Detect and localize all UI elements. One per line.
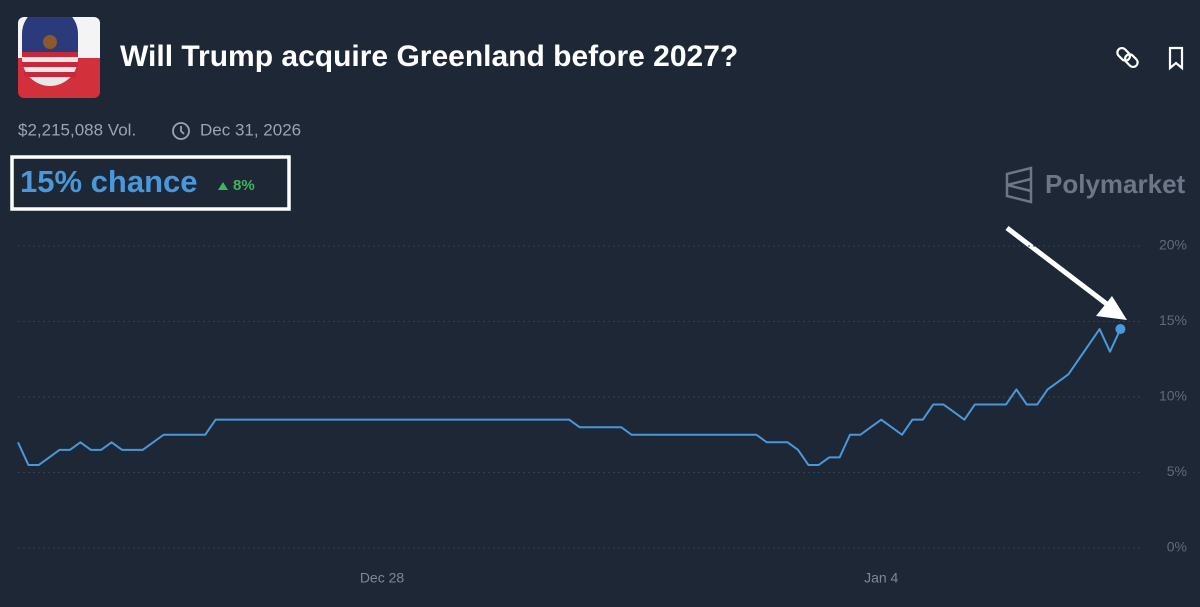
brand-logo	[1005, 166, 1033, 204]
market-icon	[18, 17, 100, 98]
market-title: Will Trump acquire Greenland before 2027…	[120, 40, 738, 73]
y-tick-label: 5%	[1167, 463, 1187, 479]
x-tick-label: Dec 28	[360, 570, 405, 586]
up-triangle	[218, 182, 228, 190]
change: 8%	[233, 177, 255, 194]
y-tick-label: 0%	[1167, 539, 1187, 555]
x-tick-label: Jan 4	[864, 570, 898, 586]
chance: 15% chance	[20, 164, 198, 199]
arrow	[1005, 226, 1127, 320]
end-date: Dec 31, 2026	[200, 120, 301, 139]
volume: $2,215,088 Vol.	[18, 120, 136, 139]
y-tick-label: 20%	[1159, 237, 1187, 253]
link-button[interactable]	[1116, 46, 1140, 69]
clock-icon	[172, 122, 190, 140]
y-tick-label: 10%	[1159, 388, 1187, 404]
y-tick-label: 15%	[1159, 312, 1187, 328]
bookmark-button[interactable]	[1168, 46, 1184, 71]
highlight-box	[10, 155, 291, 211]
price-line	[17, 328, 1122, 466]
last-point	[1115, 324, 1126, 335]
brand-name: Polymarket	[1045, 169, 1186, 199]
